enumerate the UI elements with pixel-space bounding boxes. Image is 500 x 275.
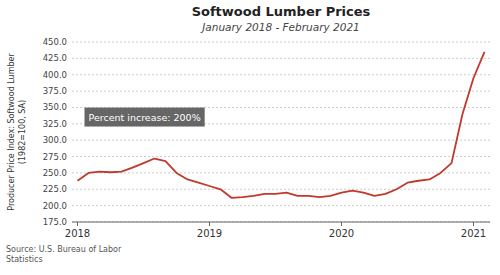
y-tick-label: 350.0 [43, 102, 67, 112]
y-tick-label: 225.0 [43, 184, 67, 194]
y-tick-label: 400.0 [43, 70, 67, 80]
y-tick-label: 300.0 [43, 135, 67, 145]
line [78, 52, 485, 198]
y-tick-label: 425.0 [43, 53, 67, 63]
grid-line [72, 172, 490, 173]
title: Softwood Lumber Prices [192, 4, 371, 19]
grid-line [72, 42, 490, 43]
grid-line [72, 58, 490, 59]
x-tick [473, 222, 474, 226]
annotation-box [85, 108, 205, 127]
grid-line [72, 74, 490, 75]
x-tick [209, 222, 210, 226]
x-tick [341, 222, 342, 226]
grid-line [72, 205, 490, 206]
y-tick-label: 250.0 [43, 168, 67, 178]
y-tick-label: 175.0 [43, 217, 67, 227]
y-tick-label: 375.0 [43, 86, 67, 96]
annotation: Percent increase: 200% [85, 108, 205, 127]
y-tick-label: 325.0 [43, 119, 67, 129]
y-tick-label: 450.0 [43, 37, 67, 47]
source: Source: U.S. Bureau of LaborStatistics [6, 245, 122, 264]
x-tick-label: 2021 [461, 228, 486, 239]
y-axis-label: Producer Price Index: Softwood Lumber(19… [7, 53, 27, 211]
source-line: Statistics [6, 255, 43, 264]
grid-line [72, 189, 490, 190]
grid-line [72, 91, 490, 92]
annotation-text: Percent increase: 200% [89, 112, 201, 123]
y-axis-label-line: (1982=100, SA) [18, 100, 27, 164]
y-tick-label: 200.0 [43, 201, 67, 211]
chart: Softwood Lumber Prices January 2018 - Feb… [0, 0, 500, 275]
source-line: Source: U.S. Bureau of Labor [6, 245, 122, 254]
grid-line [72, 156, 490, 157]
y-tick-label: 275.0 [43, 152, 67, 162]
x-axis-line [72, 222, 490, 223]
x-tick-label: 2018 [65, 228, 90, 239]
x-tick [77, 222, 78, 226]
y-axis-label-line: Producer Price Index: Softwood Lumber [7, 53, 16, 211]
subtitle: January 2018 - February 2021 [200, 21, 360, 33]
x-tick-label: 2019 [197, 228, 222, 239]
grid-line [72, 222, 490, 223]
x-tick-label: 2020 [329, 228, 354, 239]
plot-area [78, 52, 485, 198]
grid-line [72, 140, 490, 141]
